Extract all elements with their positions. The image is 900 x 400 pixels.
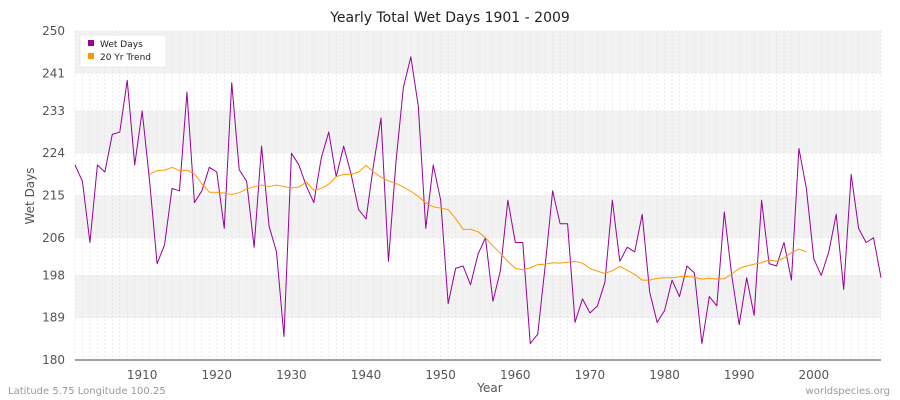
x-tick-label: 1960	[500, 368, 531, 382]
y-tick-label: 206	[42, 231, 65, 245]
x-tick-label: 2000	[799, 368, 830, 382]
x-tick-label: 1920	[202, 368, 233, 382]
y-axis-label: Wet Days	[23, 167, 37, 224]
y-tick-label: 241	[42, 66, 65, 80]
y-tick-label: 250	[42, 24, 65, 38]
legend: Wet Days 20 Yr Trend	[79, 34, 167, 68]
x-axis-label: Year	[476, 381, 502, 395]
y-tick-label: 180	[42, 353, 65, 367]
y-tick-label: 224	[42, 146, 65, 160]
legend-swatch-wet-days	[88, 40, 94, 46]
x-tick-label: 1980	[649, 368, 680, 382]
y-tick-labels: 180 189 198 206 215 224 233 241 250	[42, 24, 65, 367]
x-tick-label: 1970	[575, 368, 606, 382]
series-line-wet-days	[74, 56, 882, 345]
y-tick-label: 189	[42, 311, 65, 325]
series-lines	[74, 56, 882, 345]
x-tick-labels: 1910 1920 1930 1940 1950 1960 1970 1980 1990 2000	[127, 368, 829, 382]
footer-source: worldspecies.org	[806, 386, 890, 397]
chart-title: Yearly Total Wet Days 1901 - 2009	[329, 10, 570, 26]
y-tick-label: 233	[42, 104, 65, 118]
legend-label-wet-days: Wet Days	[100, 40, 143, 50]
x-tick-label: 1950	[425, 368, 456, 382]
legend-box	[79, 34, 167, 68]
x-tick-label: 1940	[351, 368, 382, 382]
series-line-trend	[149, 164, 807, 281]
x-tick-label: 1910	[127, 368, 158, 382]
legend-label-trend: 20 Yr Trend	[100, 53, 151, 63]
legend-swatch-trend	[88, 53, 94, 59]
x-tick-label: 1930	[276, 368, 307, 382]
grid	[74, 30, 882, 361]
y-tick-label: 198	[42, 268, 65, 282]
y-tick-label: 215	[42, 189, 65, 203]
footer-location: Latitude 5.75 Longitude 100.25	[8, 386, 166, 397]
x-tick-label: 1990	[724, 368, 755, 382]
